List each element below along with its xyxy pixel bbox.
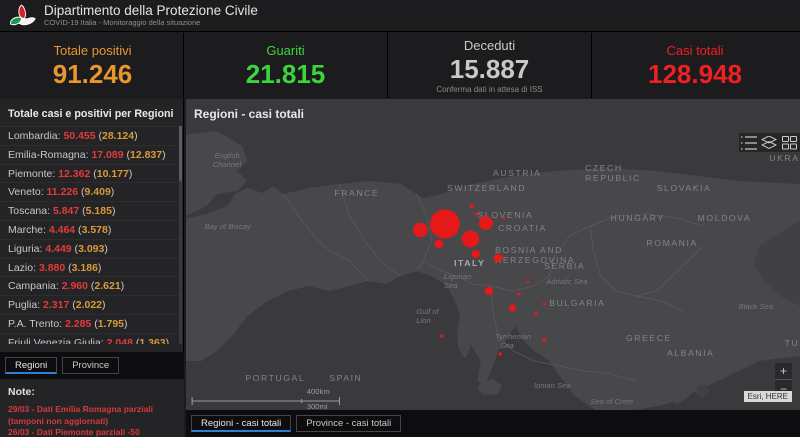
svg-text:Channel: Channel	[213, 160, 242, 169]
svg-text:SERBIA: SERBIA	[544, 261, 585, 271]
svg-text:300mi: 300mi	[307, 402, 328, 410]
svg-text:PORTUGAL: PORTUGAL	[245, 373, 305, 383]
svg-text:BOSNIA AND: BOSNIA AND	[495, 245, 563, 255]
svg-text:MOLDOVA: MOLDOVA	[698, 213, 751, 223]
svg-text:SPAIN: SPAIN	[329, 373, 362, 383]
svg-text:Sea: Sea	[500, 341, 514, 350]
svg-text:Ionian Sea: Ionian Sea	[534, 381, 571, 390]
svg-text:CZECH: CZECH	[585, 163, 623, 173]
svg-text:400km: 400km	[307, 387, 330, 396]
svg-text:Sea: Sea	[444, 281, 458, 290]
svg-text:Lion: Lion	[416, 316, 430, 325]
svg-text:Ligurian: Ligurian	[444, 272, 471, 281]
svg-text:AUSTRIA: AUSTRIA	[493, 168, 541, 178]
svg-text:Gulf of: Gulf of	[416, 307, 439, 316]
svg-text:Bay of Biscay: Bay of Biscay	[204, 222, 252, 231]
svg-text:ROMANIA: ROMANIA	[647, 238, 698, 248]
svg-text:BULGARIA: BULGARIA	[549, 298, 605, 308]
svg-text:UKRAINE: UKRAINE	[769, 153, 800, 163]
svg-text:HUNGARY: HUNGARY	[611, 213, 665, 223]
svg-text:GREECE: GREECE	[626, 333, 672, 343]
svg-text:Black Sea: Black Sea	[739, 302, 774, 311]
svg-text:Sea of Crete: Sea of Crete	[590, 397, 633, 406]
svg-text:ALBANIA: ALBANIA	[667, 348, 714, 358]
svg-text:English: English	[215, 151, 240, 160]
svg-text:Tyrrhenian: Tyrrhenian	[495, 332, 531, 341]
svg-text:REPUBLIC: REPUBLIC	[585, 173, 641, 183]
svg-text:CROATIA: CROATIA	[498, 223, 547, 233]
svg-text:TURKEY: TURKEY	[785, 338, 800, 348]
svg-text:ITALY: ITALY	[454, 258, 485, 268]
svg-text:SWITZERLAND: SWITZERLAND	[447, 183, 526, 193]
svg-text:FRANCE: FRANCE	[334, 188, 379, 198]
svg-text:Adriatic Sea: Adriatic Sea	[545, 277, 587, 286]
svg-text:SLOVAKIA: SLOVAKIA	[657, 183, 712, 193]
